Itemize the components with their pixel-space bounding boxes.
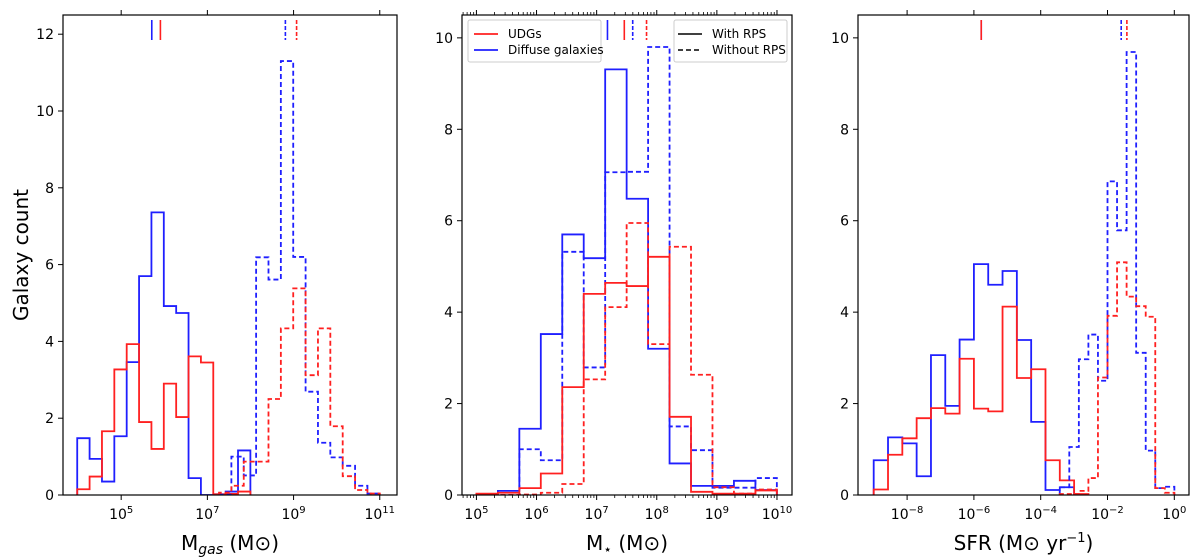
x-axis-label: SFR (M⊙ yr−1) <box>954 531 1094 555</box>
panel-1: 0 2 4 6 8 10 12 105 107 109 1011 Mgas (M⊙) <box>36 10 398 558</box>
x-tick-label: 109 <box>705 505 729 523</box>
histogram-udgs-with-rps <box>76 343 252 495</box>
histogram-diffuse-galaxies-without-rps <box>218 60 381 495</box>
panel-2: 0 2 4 6 8 10 105 106 107 108 109 1010 M⋆ (M⊙) <box>435 10 793 558</box>
y-tick-label: 8 <box>45 181 54 197</box>
x-axis-label: M⋆ (M⊙) <box>586 531 668 558</box>
panel-3: 0 2 4 6 8 10 10−8 10−6 10−4 10−2 100 SFR (M⊙ yr−1) <box>831 10 1190 555</box>
y-axis-label: Galaxy count <box>9 189 33 321</box>
x-tick-label: 10−4 <box>1024 505 1057 523</box>
legend-label: With RPS <box>712 27 766 41</box>
legend-label: UDGs <box>508 27 542 41</box>
y-tick-label: 0 <box>444 488 453 504</box>
y-tick-label: 10 <box>36 104 54 120</box>
y-tick-label: 6 <box>45 258 54 274</box>
legend-rps: With RPS Without RPS <box>673 19 788 63</box>
y-tick-label: 8 <box>444 122 453 138</box>
axes-frame <box>857 14 1190 496</box>
y-tick-label: 2 <box>840 397 849 413</box>
y-tick-label: 0 <box>840 488 849 504</box>
x-tick-label: 105 <box>109 505 133 523</box>
series-group <box>76 60 381 495</box>
x-tick-label: 10−6 <box>958 505 991 523</box>
x-tick-label: 109 <box>281 505 305 523</box>
histogram-diffuse-galaxies-without-rps <box>1058 51 1176 495</box>
histogram-udgs-with-rps <box>872 305 1090 495</box>
histogram-udgs-without-rps <box>1058 261 1176 495</box>
x-tick-label: 107 <box>195 505 219 523</box>
histogram-diffuse-galaxies-with-rps <box>76 211 252 495</box>
y-tick-label: 6 <box>840 214 849 230</box>
x-tick-label: 1010 <box>762 505 793 523</box>
histogram-diffuse-galaxies-without-rps <box>476 46 778 495</box>
y-tick-label: 8 <box>840 122 849 138</box>
axes-frame <box>461 14 793 496</box>
series-group <box>872 51 1176 495</box>
y-tick-label: 4 <box>45 334 54 350</box>
x-tick-label: 105 <box>464 505 488 523</box>
legend-box <box>467 19 602 63</box>
x-tick-label: 100 <box>1162 505 1186 523</box>
x-tick-label: 10−2 <box>1091 505 1124 523</box>
y-tick-label: 2 <box>444 397 453 413</box>
x-axis-label: Mgas (M⊙) <box>181 531 279 558</box>
y-tick-label: 12 <box>36 27 54 43</box>
y-tick-label: 10 <box>435 31 453 47</box>
y-tick-label: 4 <box>444 305 453 321</box>
histogram-udgs-without-rps <box>476 222 778 495</box>
axes-frame <box>62 14 398 496</box>
x-tick-label: 108 <box>645 505 669 523</box>
y-tick-label: 6 <box>444 214 453 230</box>
legend-sample: UDGs Diffuse galaxies <box>467 19 604 63</box>
legend-box <box>673 19 788 63</box>
legend-label: Without RPS <box>712 43 786 57</box>
y-tick-label: 4 <box>840 305 849 321</box>
y-tick-label: 10 <box>831 31 849 47</box>
series-group <box>475 46 778 495</box>
y-tick-label: 2 <box>45 411 54 427</box>
legend-label: Diffuse galaxies <box>508 43 604 57</box>
y-tick-label: 0 <box>45 488 54 504</box>
x-tick-label: 1011 <box>364 505 395 523</box>
x-tick-label: 107 <box>585 505 609 523</box>
x-tick-label: 10−8 <box>891 505 924 523</box>
histogram-udgs-without-rps <box>218 287 381 495</box>
x-tick-label: 106 <box>524 505 548 523</box>
